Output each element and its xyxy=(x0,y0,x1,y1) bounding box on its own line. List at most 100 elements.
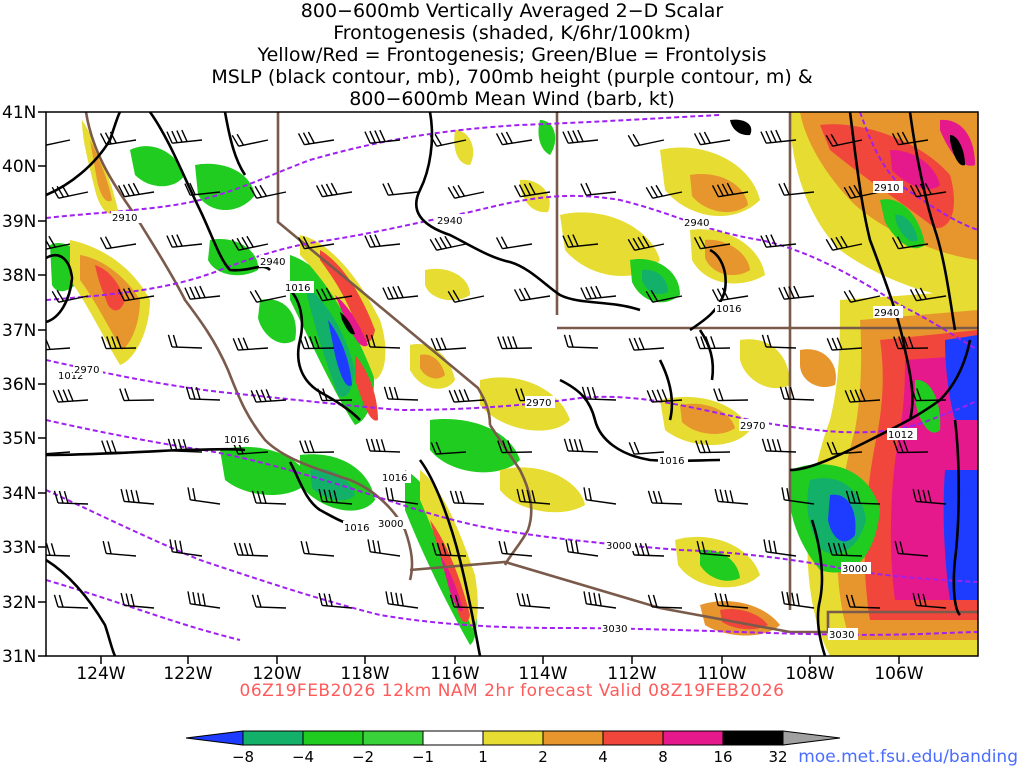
shade-cell xyxy=(730,119,752,136)
wind-barb xyxy=(645,184,683,199)
wind-barb xyxy=(628,441,665,455)
wind-barb xyxy=(513,182,551,198)
wind-barb xyxy=(318,488,353,505)
lon-label: 112W xyxy=(607,664,656,684)
wind-barb xyxy=(249,184,287,199)
lat-label: 40N xyxy=(2,157,36,177)
shade-cell xyxy=(95,265,125,311)
wind-barb xyxy=(713,388,749,402)
lon-label: 106W xyxy=(874,664,923,684)
shade-cell xyxy=(895,214,918,242)
shade-cell xyxy=(328,320,352,386)
wind-barb xyxy=(119,388,155,402)
wind-barb xyxy=(53,490,89,505)
mslp-contour xyxy=(908,112,957,331)
height-label: 2940 xyxy=(260,257,285,268)
height-contour xyxy=(46,579,241,641)
wind-barb xyxy=(647,594,683,609)
wind-barb xyxy=(627,235,665,251)
shade-cell xyxy=(500,467,585,513)
wind-barb xyxy=(297,236,335,250)
colorbar-cell xyxy=(482,730,544,746)
wind-barb xyxy=(447,289,485,303)
height-label: 3000 xyxy=(842,564,867,575)
wind-barb xyxy=(516,488,551,505)
wind-barb xyxy=(52,389,89,403)
wind-barb xyxy=(99,131,137,146)
wind-barb xyxy=(46,337,71,351)
lon-label: 110W xyxy=(697,664,746,684)
wind-barb xyxy=(101,336,137,350)
wind-barb xyxy=(299,440,335,454)
shade-cell xyxy=(705,239,750,276)
wind-barb xyxy=(498,540,533,557)
mslp-contour xyxy=(46,447,246,457)
shade-cell xyxy=(680,403,735,434)
shade-cell xyxy=(440,555,463,611)
shade-cell xyxy=(90,140,112,202)
mslp-contour xyxy=(810,519,827,656)
shade-cell xyxy=(130,146,185,187)
frontogenesis-shading xyxy=(50,112,978,656)
ca-nv-border xyxy=(276,112,492,426)
wind-barb xyxy=(565,539,599,557)
longitude-axis: 124W 122W 120W 118W 116W 114W 112W 110W … xyxy=(76,656,924,684)
mslp-contour xyxy=(418,459,482,656)
colorbar-cell xyxy=(662,730,724,746)
forecast-validity-footer: 06Z19FEB2026 12km NAM 2hr forecast Valid… xyxy=(239,681,785,701)
colorbar-tick: 4 xyxy=(598,748,608,766)
wind-barb xyxy=(169,539,203,557)
wind-barb xyxy=(891,236,929,250)
shade-cell xyxy=(195,163,255,210)
colorbar-cell xyxy=(242,730,304,746)
lat-label: 41N xyxy=(2,103,36,123)
wind-barb xyxy=(117,287,155,302)
colorbar-cell xyxy=(722,730,784,746)
lat-label: 33N xyxy=(2,538,36,558)
wind-barb xyxy=(167,438,203,453)
shade-cell xyxy=(520,179,550,213)
shade-cell xyxy=(430,419,520,473)
height-label: 2940 xyxy=(874,308,899,319)
wind-barb xyxy=(693,236,731,250)
lon-label: 108W xyxy=(785,664,834,684)
mslp-contour xyxy=(289,289,361,421)
shade-cell xyxy=(800,349,836,388)
height-label: 2970 xyxy=(74,365,99,376)
mslp-contour xyxy=(698,329,715,381)
pressure-label: 1016 xyxy=(344,523,369,534)
wind-barb xyxy=(46,542,71,557)
wind-barb xyxy=(385,487,419,505)
wind-barb xyxy=(580,285,617,300)
mslp-contour xyxy=(148,112,271,272)
wind-barb xyxy=(893,440,929,454)
wind-barb xyxy=(909,182,947,198)
shade-cell xyxy=(340,312,355,335)
wind-barb xyxy=(714,488,749,505)
wind-barb xyxy=(431,542,467,557)
colorbar-tick: 1 xyxy=(478,748,488,766)
source-credit-link[interactable]: moe.met.fsu.edu/banding xyxy=(798,747,1018,767)
wind-barb xyxy=(251,490,287,505)
mslp-contour xyxy=(658,359,674,421)
wind-barb xyxy=(714,592,749,609)
wind-barb xyxy=(231,133,269,147)
wind-barb xyxy=(449,490,485,505)
wind-barb xyxy=(430,337,467,351)
colorbar-tick: −8 xyxy=(232,748,254,766)
wind-barb xyxy=(187,591,221,609)
lon-label: 118W xyxy=(340,664,389,684)
lon-label: 120W xyxy=(252,664,301,684)
wind-barb xyxy=(497,336,533,350)
wind-barb xyxy=(562,234,599,248)
wind-barb xyxy=(696,540,731,557)
shade-cell xyxy=(642,269,668,295)
wind-barb xyxy=(382,182,419,196)
mslp-contour xyxy=(952,419,962,616)
height-contour xyxy=(46,359,978,434)
lat-label: 35N xyxy=(2,429,36,449)
mslp-contour xyxy=(46,558,117,656)
wind-barb xyxy=(711,182,749,198)
wind-barb xyxy=(429,235,467,251)
lon-label: 116W xyxy=(430,664,479,684)
